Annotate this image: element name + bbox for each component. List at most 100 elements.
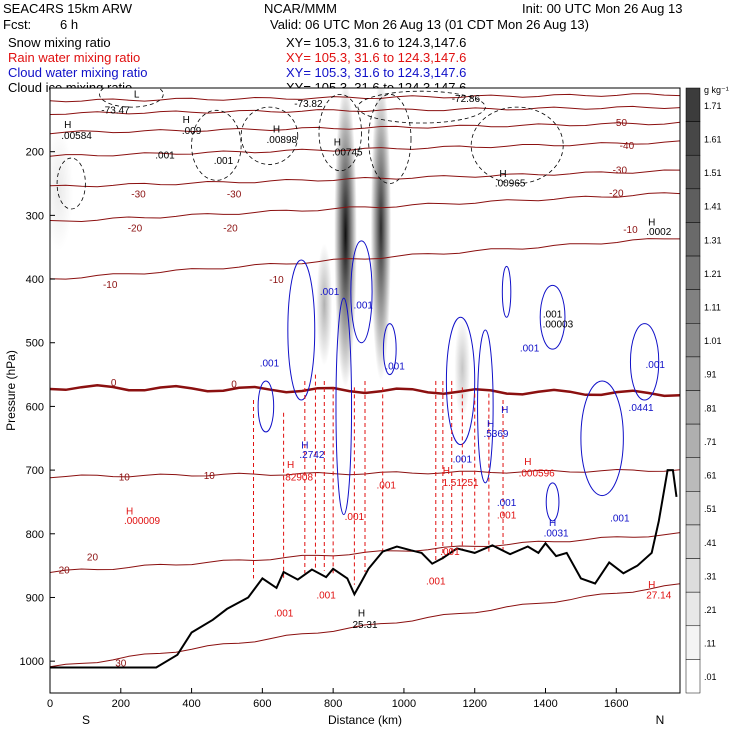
isotherm--70 <box>50 93 680 103</box>
colorbar-label-15: .21 <box>704 605 717 615</box>
annotation-51: .001 <box>316 591 336 602</box>
colorbar-label-5: 1.21 <box>704 269 722 279</box>
annotation-23: .001 <box>385 361 405 372</box>
annotation-53: 27.14 <box>646 591 671 602</box>
isotherm-label-1: -30 <box>227 190 242 201</box>
colorbar-label-9: .81 <box>704 403 717 413</box>
annotation-1: -73.82 <box>294 99 323 110</box>
ytick-label-5: 700 <box>26 465 44 477</box>
annotation-40: H <box>443 466 450 477</box>
field-rain-xy: XY= 105.3, 31.6 to 124.3,147.6 <box>286 50 467 65</box>
isotherm-label-2: -20 <box>128 223 143 234</box>
forecast-label: Fcst: <box>3 17 32 32</box>
colorbar-unit: g kg⁻¹ <box>704 85 729 95</box>
isotherm--60 <box>50 105 680 115</box>
colorbar-label-16: .11 <box>704 639 716 649</box>
cloud-water-contour-10 <box>257 380 275 433</box>
annotation-38: .82908 <box>282 472 313 483</box>
colorbar-swatch-11 <box>685 457 701 492</box>
annotation-14: H <box>499 169 506 180</box>
annotation-13: .00745 <box>332 148 363 159</box>
colorbar-label-10: .71 <box>704 437 717 447</box>
colorbar-swatch-5 <box>685 255 701 290</box>
colorbar-label-2: 1.51 <box>704 168 722 178</box>
ytick-label-1: 300 <box>26 210 44 222</box>
colorbar: 1.71 1.61 1.51 1.41 1.31 1.21 1.11 1.01 .91 .81 .7… <box>685 85 729 694</box>
cloud-water-contour-4 <box>477 329 494 484</box>
annotation-35: H <box>549 518 556 529</box>
colorbar-swatch-6 <box>685 289 701 324</box>
cloud-water-contour-11 <box>382 323 397 376</box>
xtick-label-2: 400 <box>182 698 200 710</box>
colorbar-swatch-4 <box>685 222 701 257</box>
colorbar-label-4: 1.31 <box>704 235 722 245</box>
xtick-label-8: 1600 <box>604 698 628 710</box>
field-cloudwater-name: Cloud water mixing ratio <box>8 65 148 80</box>
isotherm-label-7: -40 <box>620 141 635 152</box>
field-cloudwater-xy: XY= 105.3, 31.6 to 124.3,147.6 <box>286 65 467 80</box>
field-snow-name: Snow mixing ratio <box>8 35 111 50</box>
cloud-ice-contour-6 <box>357 90 486 124</box>
annotation-27: .0441 <box>629 403 654 414</box>
cloud-ice-contours <box>56 88 564 210</box>
direction-north: N <box>656 713 665 727</box>
cloud-ice-contour-4 <box>368 93 412 184</box>
cloud-water-contour-5 <box>501 265 512 318</box>
annotation-28: H <box>487 419 494 430</box>
ytick-label-8: 1000 <box>20 656 44 668</box>
isotherm-label-8: -30 <box>613 165 628 176</box>
colorbar-label-6: 1.11 <box>704 302 721 312</box>
annotation-37: H <box>287 460 294 471</box>
annotation-47: .001 <box>497 511 517 522</box>
organization-label: NCAR/MMM <box>264 1 337 16</box>
plot-frame <box>49 87 681 694</box>
isotherm-label-3: -20 <box>223 223 238 234</box>
direction-south: S <box>82 713 90 727</box>
annotation-44: H <box>126 507 133 518</box>
cloud-water-contour-0 <box>287 259 316 401</box>
annotation-11: .00898 <box>267 135 298 146</box>
annotation-29: .5369 <box>483 429 508 440</box>
isotherm--50 <box>50 121 680 135</box>
isotherm-label-0: -30 <box>131 190 146 201</box>
cloud-water-contour-8 <box>629 323 660 401</box>
colorbar-swatch-10 <box>685 423 701 458</box>
annotation-54: H <box>358 609 365 620</box>
annotation-22: .001 <box>260 358 280 369</box>
isotherm-0 <box>50 384 680 398</box>
ytick-label-4: 600 <box>26 401 44 413</box>
annotation-19: .00003 <box>543 319 574 330</box>
annotation-32: .001 <box>453 454 473 465</box>
annotation-52: H <box>648 580 655 591</box>
isotherm-label-6: -50 <box>613 118 628 129</box>
colorbar-label-14: .31 <box>704 571 717 581</box>
isotherm-label-11: 0 <box>111 378 117 389</box>
cloud-ice-contour-0 <box>99 88 164 108</box>
isotherm-label-17: 30 <box>115 658 127 669</box>
cloud-water-contour-2 <box>350 240 373 344</box>
annotation-45: .000009 <box>124 516 161 527</box>
terrain-layer <box>50 469 678 669</box>
isotherm-label-12: 0 <box>231 379 237 390</box>
ytick-label-0: 200 <box>26 147 44 159</box>
cloud-water-contour-6 <box>539 284 566 350</box>
xtick-label-6: 1200 <box>462 698 486 710</box>
colorbar-swatch-15 <box>685 591 701 627</box>
isotherm-label-10: -10 <box>623 225 638 236</box>
isotherm-label-13: 10 <box>119 472 131 483</box>
annotation-6: H <box>183 115 190 126</box>
colorbar-label-3: 1.41 <box>704 202 722 212</box>
forecast-hours: 6 h <box>60 17 79 32</box>
annotation-41: 1.51251 <box>442 478 479 489</box>
isotherm-label-4: -10 <box>103 280 118 291</box>
annotation-7: .009 <box>182 126 202 137</box>
annotation-30: H <box>301 440 308 451</box>
annotation-16: H <box>648 218 655 229</box>
colorbar-swatch-0 <box>685 87 701 122</box>
ytick-label-3: 500 <box>26 338 44 350</box>
annotation-15: .00965 <box>495 179 526 190</box>
cloud-water-contour-9 <box>545 482 560 522</box>
annotation-39: .001 <box>377 481 397 492</box>
annotation-12: H <box>334 137 341 148</box>
